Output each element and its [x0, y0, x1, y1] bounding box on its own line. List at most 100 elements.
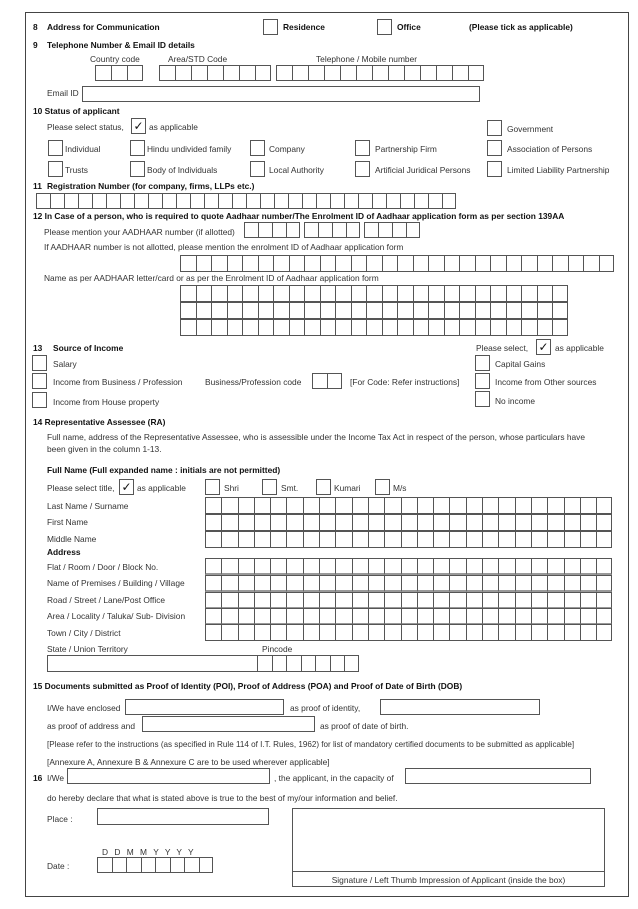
- input-cell[interactable]: [302, 193, 316, 209]
- input-cell[interactable]: [350, 285, 366, 302]
- input-cell[interactable]: [286, 514, 303, 531]
- input-cell[interactable]: [272, 222, 286, 238]
- input-cell[interactable]: [482, 575, 499, 592]
- input-cell[interactable]: [498, 592, 515, 609]
- premises-cells[interactable]: [205, 575, 613, 592]
- input-cell[interactable]: [428, 285, 444, 302]
- input-cell[interactable]: [95, 65, 111, 81]
- input-cell[interactable]: [420, 65, 436, 81]
- input-cell[interactable]: [211, 319, 227, 336]
- input-cell[interactable]: [416, 624, 434, 641]
- input-cell[interactable]: [490, 319, 506, 336]
- input-cell[interactable]: [304, 255, 320, 272]
- input-cell[interactable]: [239, 65, 255, 81]
- input-cell[interactable]: [319, 319, 335, 336]
- input-cell[interactable]: [180, 319, 196, 336]
- input-cell[interactable]: [412, 302, 428, 319]
- input-cell[interactable]: [253, 592, 271, 609]
- input-cell[interactable]: [319, 558, 336, 575]
- input-cell[interactable]: [482, 514, 499, 531]
- input-cell[interactable]: [433, 531, 450, 548]
- aadhaar-cells-3[interactable]: [364, 222, 420, 238]
- input-cell[interactable]: [195, 255, 211, 272]
- input-cell[interactable]: [237, 608, 254, 625]
- input-cell[interactable]: [148, 193, 162, 209]
- input-cell[interactable]: [302, 531, 320, 548]
- input-cell[interactable]: [530, 624, 548, 641]
- input-cell[interactable]: [270, 531, 287, 548]
- input-cell[interactable]: [367, 514, 385, 531]
- input-cell[interactable]: [521, 285, 537, 302]
- input-cell[interactable]: [335, 302, 351, 319]
- input-cell[interactable]: [335, 531, 352, 548]
- input-cell[interactable]: [579, 497, 597, 514]
- input-cell[interactable]: [474, 285, 490, 302]
- input-cell[interactable]: [452, 65, 468, 81]
- input-cell[interactable]: [226, 319, 242, 336]
- input-cell[interactable]: [205, 531, 222, 548]
- aadhaar-cells-1[interactable]: [244, 222, 300, 238]
- input-cell[interactable]: [335, 255, 351, 272]
- input-cell[interactable]: [372, 193, 386, 209]
- input-cell[interactable]: [364, 222, 378, 238]
- input-cell[interactable]: [498, 558, 515, 575]
- input-cell[interactable]: [547, 608, 564, 625]
- input-cell[interactable]: [521, 255, 537, 272]
- aadhaar-name-cells-2[interactable]: [180, 302, 568, 319]
- input-cell[interactable]: [286, 608, 303, 625]
- input-cell[interactable]: [404, 65, 420, 81]
- input-cell[interactable]: [482, 558, 499, 575]
- input-cell[interactable]: [335, 558, 352, 575]
- input-cell[interactable]: [335, 624, 352, 641]
- input-cell[interactable]: [288, 193, 302, 209]
- input-cell[interactable]: [195, 302, 211, 319]
- input-cell[interactable]: [319, 514, 336, 531]
- input-cell[interactable]: [416, 558, 434, 575]
- input-cell[interactable]: [381, 319, 397, 336]
- input-cell[interactable]: [205, 592, 222, 609]
- signature-box[interactable]: Signature / Left Thumb Impression of App…: [292, 808, 605, 887]
- middle-name-cells[interactable]: [205, 531, 613, 548]
- input-cell[interactable]: [536, 285, 552, 302]
- business-checkbox[interactable]: [32, 373, 47, 389]
- input-cell[interactable]: [465, 514, 483, 531]
- place-input[interactable]: [97, 808, 269, 825]
- input-cell[interactable]: [468, 65, 484, 81]
- input-cell[interactable]: [552, 319, 568, 336]
- input-cell[interactable]: [237, 497, 254, 514]
- input-cell[interactable]: [400, 575, 417, 592]
- input-cell[interactable]: [286, 497, 303, 514]
- input-cell[interactable]: [384, 608, 401, 625]
- input-cell[interactable]: [286, 592, 303, 609]
- input-cell[interactable]: [552, 255, 568, 272]
- input-cell[interactable]: [204, 193, 218, 209]
- input-cell[interactable]: [428, 302, 444, 319]
- input-cell[interactable]: [583, 255, 599, 272]
- residence-checkbox[interactable]: [263, 19, 278, 35]
- input-cell[interactable]: [514, 624, 531, 641]
- input-cell[interactable]: [428, 319, 444, 336]
- input-cell[interactable]: [579, 624, 597, 641]
- input-cell[interactable]: [579, 608, 597, 625]
- input-cell[interactable]: [288, 319, 304, 336]
- input-cell[interactable]: [366, 319, 382, 336]
- input-cell[interactable]: [257, 285, 273, 302]
- input-cell[interactable]: [221, 497, 238, 514]
- input-cell[interactable]: [416, 514, 434, 531]
- input-cell[interactable]: [384, 575, 401, 592]
- input-cell[interactable]: [36, 193, 50, 209]
- input-cell[interactable]: [514, 558, 531, 575]
- input-cell[interactable]: [482, 531, 499, 548]
- input-cell[interactable]: [530, 514, 548, 531]
- input-cell[interactable]: [449, 624, 466, 641]
- input-cell[interactable]: [530, 531, 548, 548]
- input-cell[interactable]: [366, 255, 382, 272]
- input-cell[interactable]: [514, 497, 531, 514]
- input-cell[interactable]: [242, 255, 258, 272]
- input-cell[interactable]: [482, 592, 499, 609]
- input-cell[interactable]: [490, 255, 506, 272]
- input-cell[interactable]: [384, 514, 401, 531]
- input-cell[interactable]: [286, 624, 303, 641]
- input-cell[interactable]: [498, 497, 515, 514]
- first-name-cells[interactable]: [205, 514, 613, 531]
